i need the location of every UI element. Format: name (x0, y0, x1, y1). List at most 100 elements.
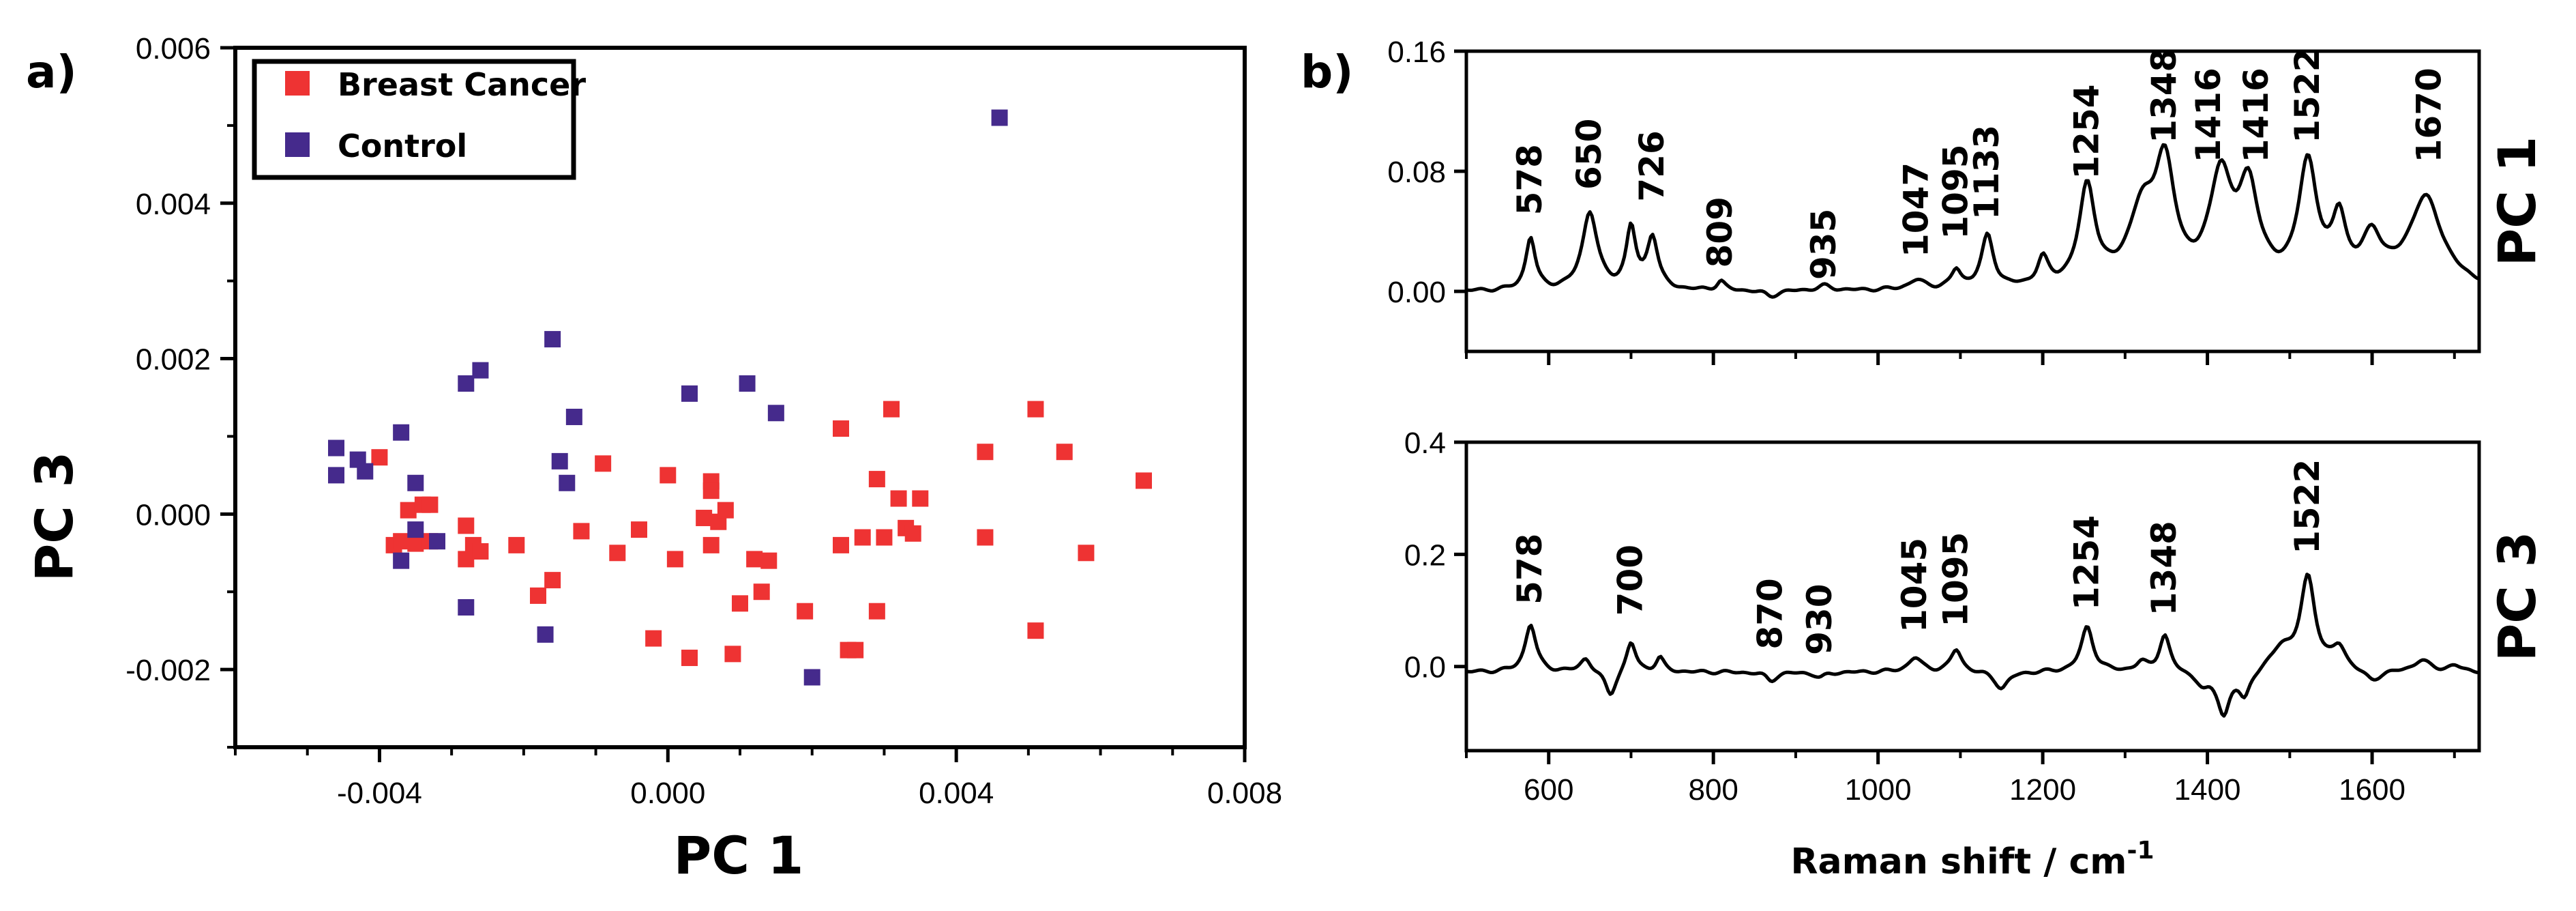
point-control (393, 553, 409, 569)
point-control (537, 626, 554, 643)
point-breast-cancer (660, 467, 676, 483)
scatter-y-tick-label: 0.006 (136, 32, 211, 66)
spectrum-pc1-y-tick-label: 0.00 (1387, 276, 1446, 309)
spectrum-pc3: 0.4 0.2 0.0 600 800 1000 1200 1400 1600 578 700 8… (1404, 426, 2547, 882)
point-breast-cancer (797, 603, 813, 620)
point-breast-cancer (458, 517, 474, 534)
point-control (407, 521, 424, 538)
spectrum-pc3-peak-label: 578 (1510, 534, 1550, 605)
point-breast-cancer (717, 502, 734, 519)
spectrum-pc1-y-ticks: 0.160.080.00 (1387, 35, 1466, 309)
point-control (559, 475, 575, 491)
point-breast-cancer (472, 543, 488, 560)
point-control (739, 375, 756, 392)
point-breast-cancer (645, 631, 662, 647)
point-breast-cancer (1056, 444, 1073, 460)
spectrum-pc3-x-tick-label: 1600 (2339, 773, 2405, 807)
point-control (393, 424, 409, 441)
panel-b-label: b) (1301, 46, 1353, 98)
legend-swatch-control (285, 132, 310, 157)
spectrum-pc3-y-tick-label: 0.2 (1404, 538, 1446, 572)
scatter-y-tick-label: 0.000 (136, 498, 211, 532)
spectrum-pc3-x-tick-label: 600 (1524, 773, 1573, 807)
spectrum-x-axis-title: Raman shift / cm-1 (1790, 837, 2154, 882)
point-control (566, 409, 582, 425)
spectrum-pc1-peak-label: 1047 (1896, 162, 1936, 257)
point-breast-cancer (912, 491, 928, 507)
scatter-y-axis-title: PC 3 (24, 452, 85, 582)
legend-swatch-breast-cancer (285, 71, 310, 96)
spectrum-pc1-peak-label: 1522 (2288, 48, 2327, 143)
scatter-y-tick-label: 0.004 (136, 188, 211, 221)
spectrum-pc3-peak-label: 930 (1800, 583, 1839, 654)
point-control (328, 467, 344, 483)
point-breast-cancer (1027, 401, 1043, 418)
legend: Breast Cancer Control (254, 61, 586, 177)
point-breast-cancer (544, 572, 561, 588)
point-breast-cancer (833, 537, 849, 553)
point-control (472, 362, 488, 379)
legend-label-control: Control (338, 128, 467, 164)
spectrum-pc1-side-label: PC 1 (2487, 136, 2547, 267)
point-breast-cancer (760, 553, 777, 569)
spectrum-pc3-x-tick-label: 1000 (1845, 773, 1912, 807)
point-breast-cancer (876, 530, 892, 546)
spectrum-pc1-peak-label: 935 (1804, 209, 1844, 280)
spectrum-pc1-peak-label: 1416 (2189, 68, 2228, 162)
scatter-x-axis-title: PC 1 (674, 825, 804, 886)
spectrum-pc1-peak-label: 1348 (2144, 48, 2184, 143)
spectrum-pc1-peak-label: 1670 (2410, 68, 2449, 162)
spectrum-pc3-peak-label: 700 (1610, 545, 1650, 616)
spectrum-pc3-x-tick-label: 800 (1688, 773, 1738, 807)
point-breast-cancer (609, 545, 625, 561)
spectrum-pc3-y-tick-label: 0.0 (1404, 651, 1446, 684)
point-breast-cancer (393, 533, 409, 549)
point-breast-cancer (595, 455, 611, 472)
spectrum-pc1-peak-label: 809 (1700, 197, 1740, 267)
point-breast-cancer (977, 530, 993, 546)
spectrum-pc3-y-tick-label: 0.4 (1404, 426, 1446, 460)
point-breast-cancer (1027, 622, 1043, 639)
point-control (357, 463, 373, 480)
spectrum-pc3-x-ticks: 600 800 1000 1200 1400 1600 (1466, 751, 2455, 807)
point-control (992, 110, 1008, 126)
scatter-y-ticks: 0.0060.0040.0020.000-0.002 (125, 32, 235, 747)
spectrum-x-axis-title-sup: -1 (2127, 837, 2155, 865)
point-breast-cancer (667, 551, 683, 567)
spectrum-pc3-peak-label: 870 (1751, 578, 1790, 649)
point-control (407, 475, 424, 491)
scatter-x-tick-label: -0.004 (337, 777, 422, 810)
spectrum-pc1-peak-label: 1416 (2236, 68, 2276, 162)
point-breast-cancer (905, 525, 921, 542)
point-breast-cancer (977, 444, 993, 460)
point-control (768, 405, 784, 421)
figure: a) 0.0060.0040.0020.000-0.002 -0.004 0.00… (0, 0, 2576, 911)
point-breast-cancer (891, 491, 907, 507)
point-breast-cancer (573, 523, 589, 539)
point-breast-cancer (1078, 545, 1094, 561)
point-control (804, 669, 820, 686)
point-control (681, 386, 698, 402)
spectrum-pc1-peak-label: 1133 (1967, 125, 2007, 220)
point-control (458, 375, 474, 392)
point-breast-cancer (847, 642, 863, 659)
point-breast-cancer (400, 502, 417, 519)
scatter-x-tick-label: 0.000 (630, 777, 705, 810)
point-breast-cancer (407, 536, 424, 552)
spectrum-pc3-y-ticks: 0.4 0.2 0.0 (1404, 426, 1466, 684)
spectrum-pc3-x-tick-label: 1200 (2009, 773, 2076, 807)
point-breast-cancer (703, 482, 720, 499)
spectrum-pc1: 0.160.080.00 578 650 726809 935 1047 10951133… (1387, 35, 2547, 365)
point-breast-cancer (833, 420, 849, 437)
point-breast-cancer (883, 401, 900, 418)
spectrum-pc3-x-tick-label: 1400 (2174, 773, 2241, 807)
point-breast-cancer (869, 603, 885, 620)
spectrum-pc1-peak-label: 578 (1510, 144, 1550, 215)
spectrum-pc1-x-ticks (1466, 351, 2455, 365)
scatter-points (328, 110, 1152, 686)
spectrum-x-axis-title-text: Raman shift / cm (1790, 841, 2127, 882)
point-breast-cancer (681, 650, 698, 666)
panel-a-label: a) (26, 46, 77, 98)
point-breast-cancer (703, 537, 720, 553)
